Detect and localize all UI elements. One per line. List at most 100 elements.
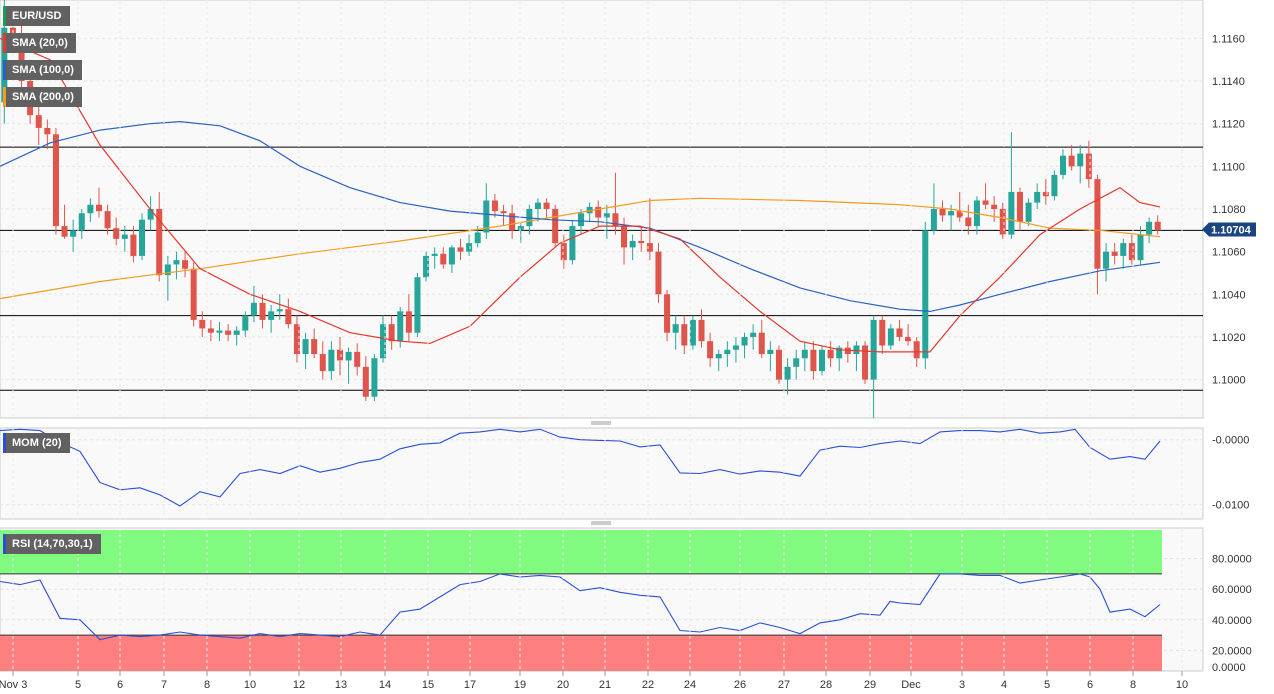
candle-body [612, 213, 619, 227]
candle-body [259, 302, 266, 320]
candle-body [801, 349, 808, 359]
sma100-label[interactable]: SMA (100,0) [3, 60, 82, 80]
candle [750, 324, 757, 350]
candle [466, 234, 473, 256]
splitter[interactable] [591, 421, 611, 426]
candle-body [844, 347, 851, 355]
time-tick-label: Nov 3 [0, 679, 27, 691]
momentum-label[interactable]: MOM (20) [3, 433, 70, 453]
rsi-label[interactable]: RSI (14,70,30,1) [3, 534, 101, 554]
candle [930, 183, 937, 235]
candle [311, 328, 318, 359]
candle-body [724, 349, 731, 355]
candle-body [276, 309, 283, 312]
candle-body [371, 358, 378, 397]
candle [879, 315, 886, 355]
time-tick-label: 10 [244, 679, 256, 691]
candle [95, 187, 102, 218]
candle-body [509, 213, 516, 231]
candle [414, 272, 421, 337]
candle [707, 332, 714, 367]
price-tick-label: 1.1140 [1212, 76, 1245, 88]
candle [1060, 149, 1067, 180]
rsi-color-swatch [3, 534, 6, 554]
candle-body [638, 240, 645, 244]
price-tick-label: 1.1120 [1212, 119, 1245, 131]
candle [896, 319, 903, 342]
candle [207, 319, 214, 342]
rsi-zones [0, 530, 1162, 671]
moving-averages [0, 37, 1161, 353]
candle-body [629, 240, 636, 248]
candle [509, 204, 516, 239]
splitter[interactable] [591, 521, 611, 526]
candle [991, 196, 998, 222]
candle-body [250, 302, 257, 316]
candle [216, 322, 223, 342]
candle [87, 198, 94, 222]
sma20-label[interactable]: SMA (20,0) [3, 33, 76, 53]
rsi-axis: 80.0000 60.0000 40.0000 20.0000 0.0000 [1212, 554, 1252, 674]
candle-body [190, 268, 197, 320]
time-tick-label: 8 [204, 679, 210, 691]
candle-body [922, 230, 929, 359]
candle-body [621, 226, 628, 248]
candle [689, 315, 696, 350]
candle-body [1111, 251, 1118, 256]
rsi-series [0, 573, 1161, 641]
candle [61, 204, 68, 239]
candle [1034, 183, 1041, 209]
candle-body [328, 349, 335, 372]
candle [130, 226, 137, 263]
candle [905, 324, 912, 346]
candle [577, 209, 585, 235]
candle-body [775, 349, 782, 380]
candle-body [965, 217, 972, 227]
candle [999, 202, 1006, 239]
candle [199, 311, 206, 337]
candle-body [1154, 221, 1161, 231]
candle-body [767, 349, 774, 355]
candle [1137, 226, 1144, 265]
candle [78, 209, 85, 239]
candle [543, 198, 550, 218]
candle-body [268, 311, 275, 320]
time-tick-label: 5 [75, 679, 81, 691]
sma200-label[interactable]: SMA (200,0) [3, 87, 82, 107]
candle-body [500, 211, 507, 214]
candle-body [457, 247, 464, 252]
candle [457, 238, 464, 261]
candle [1128, 234, 1135, 265]
candle-body [388, 324, 395, 342]
candle [1111, 243, 1118, 265]
time-tick-label: 29 [864, 679, 876, 691]
candle-body [534, 202, 541, 209]
candle [139, 213, 146, 261]
candle [164, 255, 171, 301]
candle-body [1146, 221, 1153, 235]
momentum-label-text: MOM (20) [12, 437, 62, 449]
candle [52, 127, 59, 235]
candle-body [483, 200, 490, 233]
sma100-color-swatch [3, 60, 6, 80]
price-tick-label: 1.1080 [1212, 204, 1246, 216]
candle-body [870, 319, 877, 380]
time-tick-label: 17 [464, 679, 476, 691]
candle [225, 324, 232, 342]
candle [939, 200, 946, 222]
candle [655, 243, 662, 303]
candle-body [113, 228, 120, 239]
symbol-label[interactable]: EUR/USD [3, 6, 70, 26]
momentum-grid [0, 439, 1203, 506]
sma200-label-text: SMA (200,0) [12, 91, 74, 103]
momentum-axis: -0.0000 -0.0100 [1212, 435, 1249, 512]
rsi-overbought-zone [0, 530, 1162, 574]
candle-body [603, 213, 610, 218]
candle-body [52, 134, 59, 227]
price-axis: 1.1160 1.1140 1.1120 1.1100 1.1080 1.1060 1.10… [1212, 33, 1246, 386]
candle-body [1042, 191, 1049, 197]
price-tick-label: 1.1040 [1212, 289, 1246, 301]
candle [517, 221, 524, 244]
price-tick-label: 1.1060 [1212, 247, 1246, 259]
candle [156, 191, 163, 282]
